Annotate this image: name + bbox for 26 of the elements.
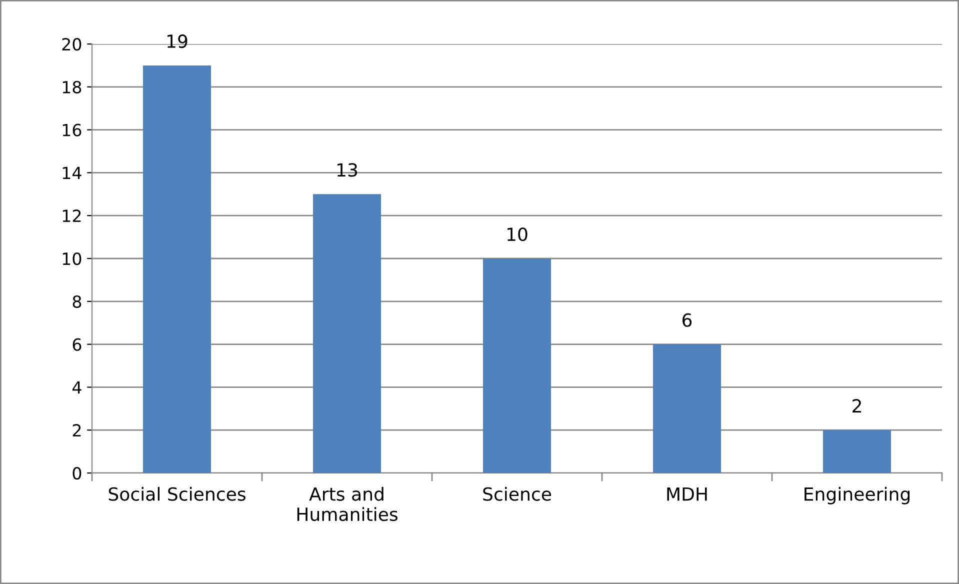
y-tick-label: 4 — [72, 381, 82, 394]
x-tick-label: Social Sciences — [108, 486, 246, 501]
y-tick-label: 0 — [72, 466, 82, 480]
y-tick-label: 14 — [62, 166, 82, 180]
data-label: 19 — [167, 34, 188, 48]
y-tick-label: 20 — [62, 38, 82, 51]
bar — [313, 194, 381, 473]
data-label: 2 — [852, 399, 861, 412]
data-label: 10 — [507, 227, 528, 242]
bar — [483, 258, 551, 473]
y-tick-label: 10 — [62, 252, 82, 266]
y-tick-label: 18 — [62, 80, 82, 94]
bar — [653, 344, 721, 473]
x-tick-label: Engineering — [804, 486, 910, 504]
y-tick-label: 6 — [72, 338, 82, 351]
bar — [143, 65, 211, 473]
y-tick-label: 16 — [62, 124, 82, 136]
y-tick-label: 12 — [62, 210, 81, 222]
x-tick-label: Arts and Humanities — [297, 486, 398, 522]
y-tick-label: 8 — [72, 295, 82, 308]
data-label: 13 — [337, 163, 358, 177]
bar — [823, 430, 891, 473]
x-tick-label: MDH — [667, 487, 707, 501]
x-tick-label: Science — [483, 486, 552, 501]
y-tick-label: 2 — [72, 424, 81, 436]
data-label: 6 — [682, 313, 692, 327]
